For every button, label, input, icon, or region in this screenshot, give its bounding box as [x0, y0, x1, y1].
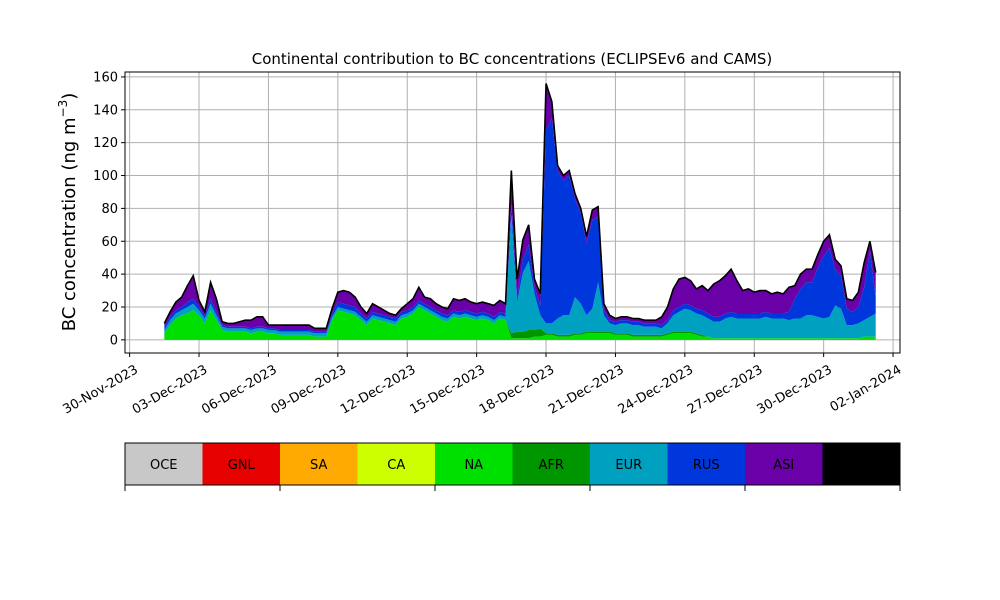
legend-swatch-rus	[667, 443, 746, 485]
y-tick-label: 160	[93, 70, 118, 85]
total-outline	[163, 83, 877, 330]
y-axis-label-main: BC concentration (ng m	[59, 117, 80, 331]
legend-label-oce: OCE	[150, 458, 178, 473]
legend-swatch-oce	[125, 443, 203, 485]
legend-swatch-gnl	[202, 443, 281, 485]
y-axis: 0 20 40 60 80 100 120 140 160	[93, 70, 125, 348]
y-axis-label-exponent: −3	[56, 100, 70, 118]
plot-frame	[124, 71, 901, 354]
colorbar-legend: OCE GNL SA CA NA AFR EUR RUS ASI AUS	[124, 442, 901, 491]
y-tick-label: 120	[93, 136, 118, 151]
legend-swatch-ca	[357, 443, 436, 485]
x-tick-label: 18-Dec-2023	[477, 362, 557, 417]
x-tick-label: 24-Dec-2023	[616, 362, 696, 417]
y-tick-label: 100	[93, 169, 118, 184]
y-tick-label: 60	[101, 235, 118, 250]
legend-label-eur: EUR	[615, 458, 642, 473]
legend-swatch-sa	[280, 443, 358, 485]
x-tick-label: 02-Jan-2024	[828, 362, 905, 415]
x-axis: 30-Nov-202303-Dec-202306-Dec-202309-Dec-…	[61, 353, 905, 418]
x-tick-label: 21-Dec-2023	[546, 362, 626, 417]
area-eur	[164, 214, 876, 339]
legend-frame	[124, 442, 901, 486]
x-tick-label: 09-Dec-2023	[269, 362, 349, 417]
y-axis-label-close: )	[59, 93, 80, 100]
area-series	[163, 83, 877, 340]
x-tick-label: 15-Dec-2023	[407, 362, 487, 417]
y-tick-label: 140	[93, 103, 118, 118]
x-tick-label: 30-Dec-2023	[754, 362, 834, 417]
legend-label-sa: SA	[310, 458, 327, 473]
legend-swatch-na	[435, 443, 513, 485]
legend-label-aus: AUS	[848, 458, 875, 473]
area-rus	[164, 118, 876, 334]
legend-label-asi: ASI	[773, 458, 794, 473]
y-axis-label: BC concentration (ng m−3)	[56, 93, 80, 332]
y-tick-label: 0	[110, 333, 118, 348]
y-tick-label: 40	[101, 268, 118, 283]
legend-label-gnl: GNL	[228, 458, 256, 473]
x-tick-label: 06-Dec-2023	[199, 362, 279, 417]
legend-label-na: NA	[464, 458, 483, 473]
legend-label-rus: RUS	[693, 458, 720, 473]
x-tick-label: 12-Dec-2023	[338, 362, 418, 417]
legend-swatch-asi	[745, 443, 823, 485]
y-tick-label: 80	[101, 202, 118, 217]
x-tick-label: 27-Dec-2023	[685, 362, 765, 417]
legend-swatch-aus	[822, 443, 901, 485]
legend-swatch-afr	[512, 443, 591, 485]
area-afr	[164, 306, 876, 339]
chart-title: Continental contribution to BC concentra…	[252, 50, 773, 68]
legend-label-afr: AFR	[539, 458, 564, 473]
area-na	[164, 306, 876, 340]
y-tick-label: 20	[101, 300, 118, 315]
x-tick-label: 30-Nov-2023	[61, 362, 141, 417]
x-tick-label: 03-Dec-2023	[130, 362, 210, 417]
legend-label-ca: CA	[387, 458, 405, 473]
legend-swatch-eur	[590, 443, 668, 485]
